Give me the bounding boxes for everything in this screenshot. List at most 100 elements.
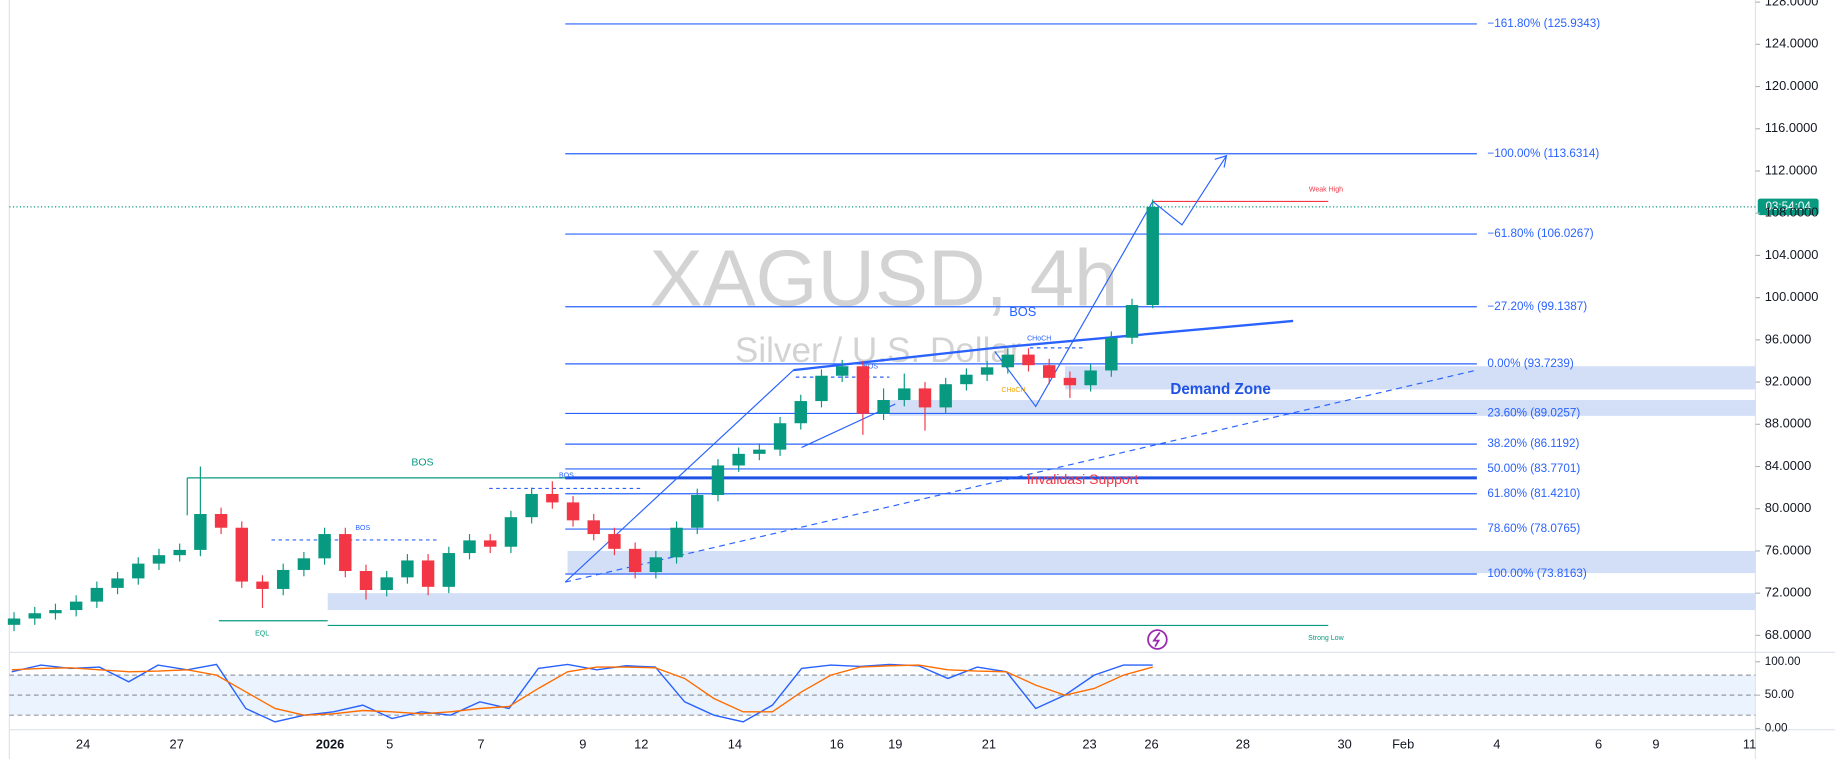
fib-label: −27.20% (99.1387)	[1487, 300, 1587, 313]
candle-body	[815, 375, 828, 402]
candle-body	[1001, 354, 1015, 368]
fib-label: 23.60% (89.0257)	[1487, 407, 1580, 420]
fib-label: 38.20% (86.1192)	[1487, 437, 1579, 450]
fib-label: 100.00% (73.8163)	[1487, 567, 1586, 580]
candle-body	[566, 502, 580, 521]
trend-line	[564, 369, 794, 583]
candle-body	[835, 366, 849, 376]
candle-body	[1022, 354, 1035, 366]
candle-body	[1146, 206, 1159, 306]
osc-line	[11, 664, 1153, 716]
alert-bolt	[1152, 631, 1161, 647]
y-tick-label: 76.0000	[1765, 542, 1811, 557]
y-tick-label: 120.0000	[1765, 78, 1819, 93]
candle-body	[276, 569, 290, 589]
y-tick-label: 92.0000	[1765, 373, 1811, 388]
trend-line	[793, 319, 1294, 372]
x-tick-label: 4	[1493, 736, 1500, 751]
candle-body	[463, 540, 476, 554]
annotation: Weak High	[1309, 187, 1343, 194]
candle-body	[339, 534, 352, 572]
demand-zone	[567, 550, 1756, 574]
x-tick-label: 2026	[316, 736, 345, 751]
annotation: Invalidasi Support	[1027, 471, 1139, 487]
arrow-head	[1214, 154, 1228, 168]
candle-body	[90, 587, 104, 602]
y-tick-label: 72.0000	[1765, 585, 1811, 600]
x-tick-label: 24	[76, 736, 90, 751]
x-tick-label: 16	[830, 736, 844, 751]
candle-body	[691, 495, 704, 528]
candle-body	[670, 527, 683, 558]
annotation: EQL	[255, 631, 269, 638]
candle-body	[587, 520, 600, 535]
x-tick-label: 9	[1652, 736, 1659, 751]
annotation: CHoCH	[1001, 387, 1025, 394]
fib-label: −61.80% (106.0267)	[1487, 227, 1593, 240]
annotation: Strong Low	[1308, 635, 1344, 642]
osc-line	[11, 663, 1153, 723]
candle-body	[628, 548, 642, 573]
fib-label: −161.80% (125.9343)	[1487, 17, 1600, 30]
candle-body	[546, 493, 559, 503]
candle-body	[939, 384, 952, 408]
x-tick-label: 30	[1337, 736, 1351, 751]
x-tick-label: 26	[1144, 736, 1158, 751]
x-tick-label: 19	[888, 736, 902, 751]
fib-label: 78.60% (78.0765)	[1487, 522, 1580, 535]
candle-body	[960, 374, 973, 385]
x-tick-label: 12	[634, 736, 648, 751]
candle-body	[297, 558, 311, 570]
x-tick-label: 7	[477, 736, 484, 751]
y-tick-label: 128.0000	[1765, 0, 1819, 9]
candle-body	[49, 610, 62, 614]
y-tick-label: 88.0000	[1765, 416, 1811, 431]
demand-zone	[327, 593, 1756, 611]
candle-body	[898, 388, 911, 401]
alert-icon[interactable]	[1147, 629, 1168, 650]
osc-tick-label: 100.00	[1765, 655, 1801, 668]
y-tick-label: 112.0000	[1765, 162, 1818, 177]
candle-body	[918, 388, 932, 408]
watermark-title: XAGUSD, 4h	[650, 234, 1119, 323]
candle-body	[711, 465, 725, 496]
candle-body	[484, 540, 497, 547]
y-tick-label: 84.0000	[1765, 458, 1811, 473]
candle-body	[608, 534, 621, 549]
x-tick-label: 14	[728, 736, 742, 751]
fib-label: 0.00% (93.7239)	[1487, 357, 1573, 370]
annotation: BOS	[1009, 304, 1036, 319]
candle-body	[235, 527, 248, 582]
annotation: BOS	[411, 456, 433, 468]
candle-body	[773, 423, 787, 450]
demand-zone	[889, 400, 1756, 416]
candle-body	[111, 578, 124, 588]
candle-body	[173, 549, 186, 556]
y-tick-label: 100.0000	[1765, 289, 1819, 304]
candle-body	[152, 555, 166, 564]
candle-body	[980, 367, 994, 375]
candle-body	[132, 563, 145, 579]
osc-tick-label: 50.00	[1765, 688, 1795, 701]
annotation: BOS	[559, 472, 574, 479]
candle-body	[256, 581, 269, 589]
candle-body	[753, 449, 766, 454]
candle-body	[1042, 365, 1056, 378]
y-tick-label: 96.0000	[1765, 331, 1811, 346]
candle-body	[421, 560, 435, 587]
fib-label: 50.00% (83.7701)	[1487, 462, 1580, 475]
candle-body	[877, 400, 890, 414]
fib-label: −100.00% (113.6314)	[1487, 147, 1599, 160]
candle-body	[1105, 337, 1118, 371]
candle-body	[504, 517, 518, 547]
y-tick-label: 116.0000	[1765, 120, 1818, 135]
y-tick-label: 124.0000	[1765, 36, 1819, 51]
candle-body	[380, 577, 393, 591]
candle-body	[401, 560, 414, 578]
candle-body	[7, 618, 21, 625]
candle-body	[525, 493, 538, 518]
candle-body	[1125, 305, 1139, 338]
y-tick-label: 80.0000	[1765, 500, 1811, 515]
